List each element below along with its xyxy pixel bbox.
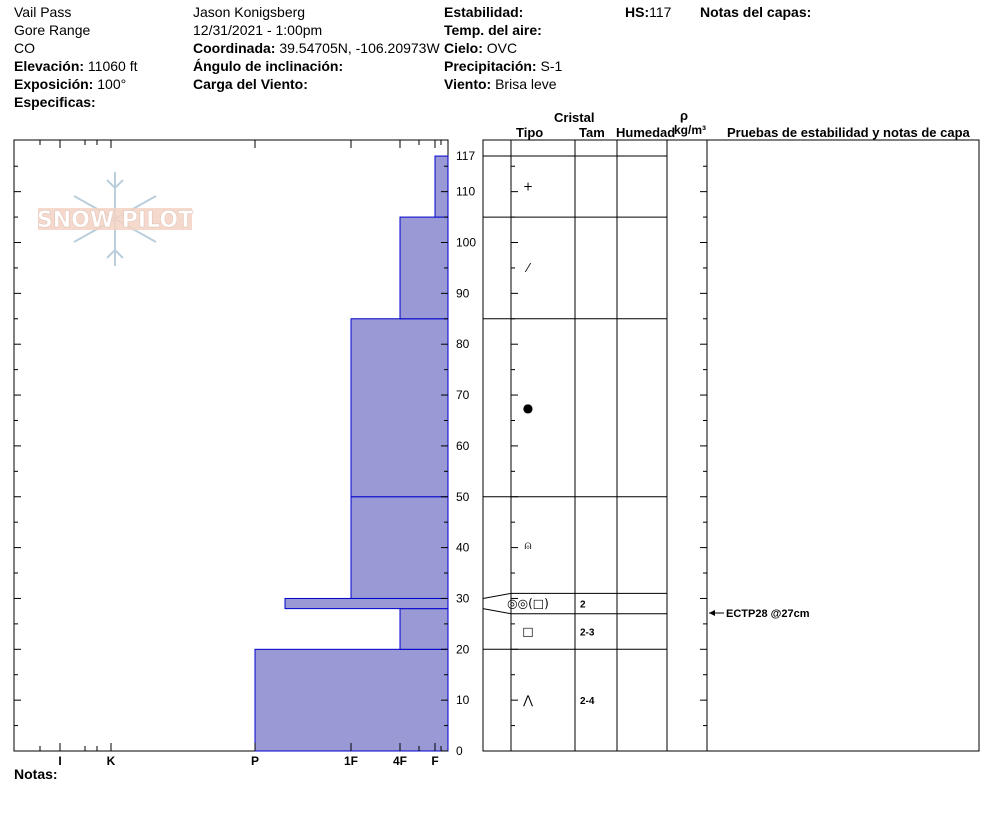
tests-header: Pruebas de estabilidad y notas de capa	[727, 125, 970, 140]
wind-label: Viento:	[444, 76, 492, 92]
elevation-label: Elevación:	[14, 58, 85, 74]
wind-load-label: Carga del Viento:	[193, 76, 308, 92]
specifics-label: Especificas:	[14, 94, 96, 110]
depth-tick-label: 80	[456, 337, 470, 351]
notes-label: Notas:	[14, 766, 58, 782]
depth-tick-label: 110	[456, 185, 475, 199]
grain-type-icon: ◎◎(□)	[507, 597, 549, 611]
elevation-row: Elevación: 11060 ft	[14, 57, 137, 75]
precip-label: Precipitación:	[444, 58, 537, 74]
elevation-value: 11060 ft	[87, 58, 138, 74]
hardness-bar	[254, 648, 449, 752]
depth-tick-label: 100	[456, 236, 476, 250]
hardness-tick-label: K	[107, 754, 116, 768]
coord-label: Coordinada:	[193, 40, 276, 56]
coord-row: Coordinada: 39.54705N, -106.20973W	[193, 39, 440, 57]
layer-notes-label: Notas del capas:	[700, 4, 812, 20]
grain-size: 2-4	[580, 696, 595, 707]
hardness-tick-label: I	[58, 754, 61, 768]
slope-label: Ángulo de inclinación:	[193, 58, 344, 74]
hardness-tick-label: P	[251, 754, 259, 768]
state: CO	[14, 40, 35, 56]
aspect-value: 100°	[97, 76, 127, 92]
rho-header: ρ	[680, 108, 689, 123]
hardness-axis: I K P 1F 4F F	[39, 140, 442, 768]
grain-type-icon: +	[523, 180, 533, 194]
layer-table-frame	[482, 139, 980, 752]
sky-row: Cielo: OVC	[444, 39, 517, 57]
hardness-bar	[350, 318, 449, 498]
observer: Jason Konigsberg	[193, 4, 306, 20]
grain-type-icon: ⍝	[524, 538, 531, 552]
snowpilot-logo: SNOW PILOT	[37, 172, 193, 266]
logo-text: SNOW PILOT	[37, 208, 193, 233]
sky-value: OVC	[486, 40, 518, 56]
depth-tick-label: 117	[456, 149, 475, 163]
depth-tick-label: 70	[456, 388, 470, 402]
layer-connector	[482, 592, 512, 599]
range: Gore Range	[14, 22, 91, 38]
hardness-bar	[399, 216, 449, 320]
stability-test: ECTP28 @27cm	[709, 608, 810, 620]
hs-row: HS:117	[625, 3, 671, 21]
depth-tick-label: 10	[456, 693, 470, 707]
depth-tick-label: 40	[456, 541, 470, 555]
test-arrow-head	[709, 610, 715, 616]
precip-row: Precipitación: S-1	[444, 57, 562, 75]
wind-row: Viento: Brisa leve	[444, 75, 557, 93]
hardness-tick-label: 1F	[344, 754, 358, 768]
hs-value: 117	[649, 4, 672, 20]
size-header: Tam	[579, 125, 605, 140]
moisture-header: Humedad	[616, 125, 676, 140]
density-unit-header: kg/m³	[674, 123, 707, 137]
hardness-bar	[350, 496, 449, 599]
type-header: Tipo	[516, 125, 544, 140]
grain-type-icon: ⋀	[522, 693, 533, 707]
air-temp-label: Temp. del aire:	[444, 22, 542, 38]
sky-label: Cielo:	[444, 40, 483, 56]
depth-tick-label: 0	[456, 744, 463, 758]
depth-tick-label: 60	[456, 439, 470, 453]
crystal-header: Cristal	[554, 110, 595, 125]
layer-rows: ⋀ 2-4 □ 2-3 ◎◎(□) 2 ⍝ ● ⁄ +	[482, 155, 667, 707]
grain-size: 2-3	[580, 628, 595, 639]
aspect-label: Exposición:	[14, 76, 94, 92]
precip-value: S-1	[540, 58, 563, 74]
datetime: 12/31/2021 - 1:00pm	[193, 22, 323, 38]
grain-type-icon: ●	[523, 401, 533, 415]
depth-tick-label: 30	[456, 591, 470, 605]
grain-type-icon: □	[522, 625, 533, 639]
coord-value: 39.54705N, -106.20973W	[279, 40, 440, 56]
test-result: ECTP28 @27cm	[726, 608, 810, 620]
grain-type-icon: ⁄	[524, 261, 532, 275]
depth-tick-label: 90	[456, 286, 470, 300]
hardness-bar	[434, 155, 449, 218]
location: Vail Pass	[14, 4, 72, 20]
wind-value: Brisa leve	[495, 76, 557, 92]
depth-tick-label: 20	[456, 642, 470, 656]
depth-tick-label: 50	[456, 490, 470, 504]
hardness-bar	[399, 608, 449, 650]
hs-label: HS:	[625, 4, 650, 20]
depth-axis: 0 10 20 30 40 50 60 70 80 90 100 110 117	[14, 149, 707, 758]
hardness-tick-label: 4F	[393, 754, 407, 768]
aspect-row: Exposición: 100°	[14, 75, 126, 93]
hardness-bar	[284, 597, 449, 610]
grain-size: 2	[580, 600, 586, 611]
hardness-bars	[254, 155, 449, 752]
stability-label: Estabilidad:	[444, 4, 524, 20]
layer-connector	[482, 608, 512, 615]
hardness-tick-label: F	[431, 754, 438, 768]
